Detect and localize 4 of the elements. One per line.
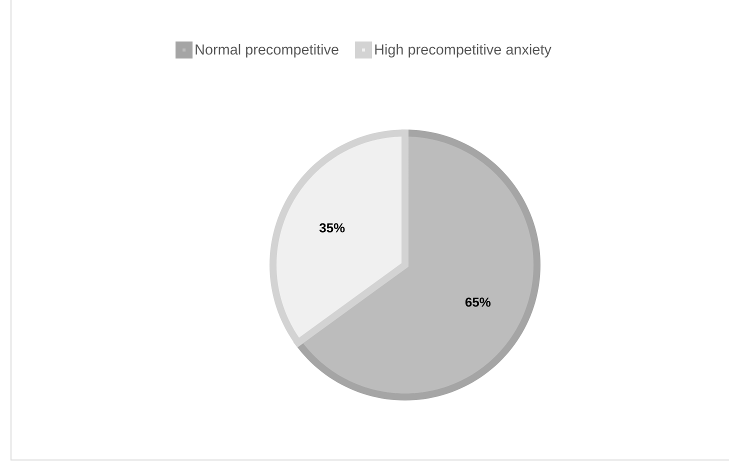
legend-label: Normal precompetitive [196, 44, 338, 58]
data-label: 35% [319, 223, 345, 232]
data-label: 65% [465, 298, 491, 307]
legend-label: High precompetitive anxiety [375, 44, 552, 58]
